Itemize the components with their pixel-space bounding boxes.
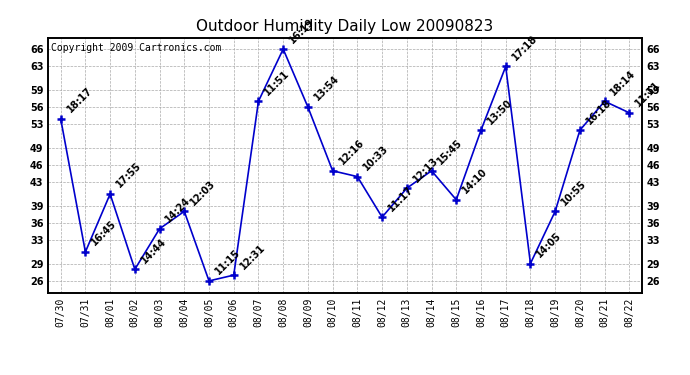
Text: 16:19: 16:19 [287, 16, 316, 45]
Text: 16:18: 16:18 [584, 97, 613, 126]
Text: 17:18: 17:18 [510, 33, 539, 62]
Text: 17:55: 17:55 [115, 161, 144, 190]
Text: 12:13: 12:13 [411, 155, 440, 184]
Text: 11:17: 11:17 [386, 184, 415, 213]
Text: 11:15: 11:15 [213, 248, 242, 277]
Text: 18:17: 18:17 [65, 86, 94, 114]
Text: 14:24: 14:24 [164, 196, 193, 225]
Text: 14:05: 14:05 [535, 230, 564, 260]
Text: 15:45: 15:45 [435, 138, 464, 166]
Text: 11:11: 11:11 [633, 80, 662, 109]
Text: 12:03: 12:03 [188, 178, 217, 207]
Text: 11:51: 11:51 [263, 68, 292, 97]
Text: 12:16: 12:16 [337, 138, 366, 166]
Text: 13:50: 13:50 [485, 97, 514, 126]
Text: 12:31: 12:31 [238, 242, 267, 271]
Text: 16:45: 16:45 [90, 219, 119, 248]
Text: Copyright 2009 Cartronics.com: Copyright 2009 Cartronics.com [51, 43, 221, 52]
Text: 10:33: 10:33 [362, 143, 391, 172]
Text: 18:14: 18:14 [609, 68, 638, 97]
Text: 14:10: 14:10 [460, 166, 489, 196]
Title: Outdoor Humidity Daily Low 20090823: Outdoor Humidity Daily Low 20090823 [197, 18, 493, 33]
Text: 13:54: 13:54 [312, 74, 341, 103]
Text: 14:44: 14:44 [139, 236, 168, 265]
Text: 10:55: 10:55 [560, 178, 589, 207]
